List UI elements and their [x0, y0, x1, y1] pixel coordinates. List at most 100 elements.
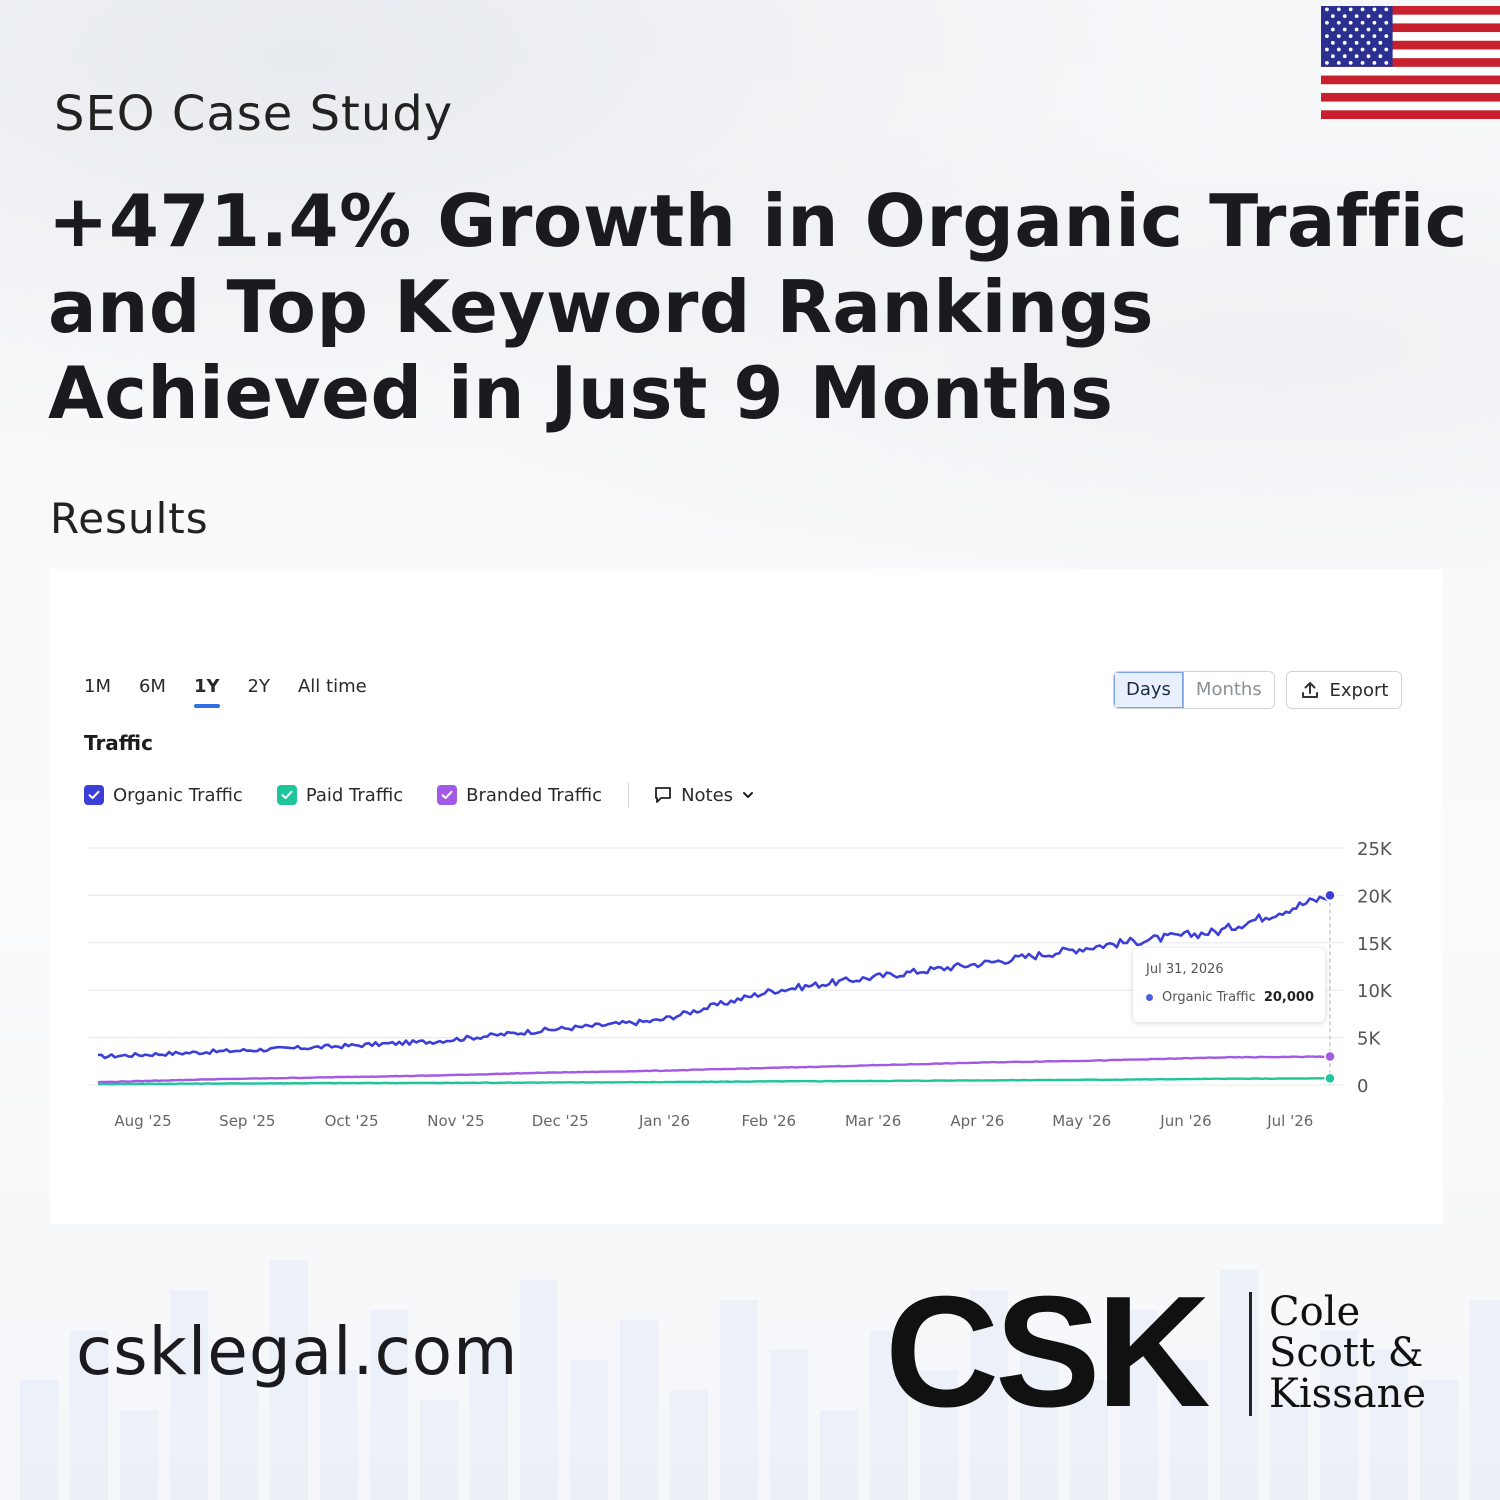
background-bar: [1320, 1330, 1358, 1500]
y-tick-label: 10K: [1357, 981, 1393, 1002]
notes-dropdown[interactable]: Notes: [653, 785, 755, 806]
background-bar: [570, 1360, 608, 1500]
chart-title: Traffic: [84, 731, 153, 755]
legend-branded-traffic[interactable]: Branded Traffic: [437, 785, 602, 806]
background-bar: [70, 1330, 108, 1500]
headline-line: +471.4% Growth in Organic Traffic: [48, 179, 1468, 263]
background-bar: [1420, 1380, 1458, 1500]
export-button[interactable]: Export: [1286, 671, 1402, 709]
background-bar: [1020, 1340, 1058, 1500]
legend-paid-traffic[interactable]: Paid Traffic: [276, 784, 404, 806]
background-decoration: [0, 1225, 1500, 1500]
headline: +471.4% Growth in Organic Traffic and To…: [48, 178, 1468, 436]
background-bar: [970, 1290, 1008, 1500]
firm-name-line: Scott &: [1269, 1330, 1424, 1376]
legend-label: Branded Traffic: [466, 784, 603, 806]
background-bar: [20, 1380, 58, 1500]
granularity-toggle: Days Months: [1113, 671, 1275, 709]
x-tick-label: Apr '26: [950, 1112, 1004, 1130]
background-bar: [1370, 1350, 1408, 1500]
series-dot: [1146, 994, 1153, 1001]
traffic-chart-card: 1M 6M 1Y 2Y All time Days Months Export …: [50, 569, 1443, 1224]
legend-label: Paid Traffic: [305, 784, 404, 806]
legend-label: Organic Traffic: [113, 784, 243, 806]
y-tick-label: 20K: [1357, 886, 1393, 907]
background-bar: [1470, 1300, 1500, 1500]
legend-organic-traffic[interactable]: Organic Traffic: [84, 785, 243, 806]
background-bar: [1270, 1400, 1308, 1500]
background-bar: [820, 1410, 858, 1500]
background-glow: [0, 0, 1500, 580]
tooltip-series: Organic Traffic: [1162, 990, 1256, 1005]
legend-divider: [628, 782, 630, 808]
notes-label: Notes: [681, 784, 734, 806]
tooltip-row: Organic Traffic 20,000: [1146, 990, 1314, 1005]
days-button[interactable]: Days: [1114, 672, 1184, 708]
background-bar: [370, 1310, 408, 1500]
export-label: Export: [1329, 679, 1389, 701]
chart-tooltip: Jul 31, 2026 Organic Traffic 20,000: [1133, 948, 1325, 1022]
x-tick-label: Nov '25: [427, 1112, 484, 1130]
background-bar: [320, 1370, 358, 1500]
background-bar: [220, 1350, 258, 1500]
tooltip-date: Jul 31, 2026: [1146, 962, 1224, 977]
y-tick-label: 15K: [1357, 934, 1393, 955]
series-line-branded-traffic: [97, 1055, 1331, 1084]
x-tick-label: May '26: [1052, 1112, 1111, 1130]
background-bar: [1170, 1360, 1208, 1500]
checkbox-checked-icon[interactable]: [276, 785, 297, 805]
months-button[interactable]: Months: [1195, 679, 1262, 700]
headline-line: and Top Keyword Rankings: [48, 265, 1154, 349]
background-bar: [470, 1340, 508, 1500]
x-tick-label: Sep '25: [219, 1112, 275, 1130]
chart-legend: Organic Traffic Paid Traffic Branded Tra…: [84, 782, 755, 808]
y-tick-label: 5K: [1357, 1029, 1381, 1050]
period-tab-1y[interactable]: 1Y: [193, 676, 220, 708]
x-tick-label: Feb '26: [742, 1112, 797, 1130]
page-subtitle: SEO Case Study: [54, 86, 454, 142]
logo-firm-name: Cole Scott & Kissane: [1269, 1292, 1426, 1415]
period-tab-1m[interactable]: 1M: [84, 676, 111, 697]
chevron-down-icon: [743, 792, 754, 798]
results-heading: Results: [50, 494, 209, 543]
comment-icon: [655, 787, 671, 803]
firm-name-line: Kissane: [1269, 1371, 1427, 1417]
x-tick-label: Jul '26: [1266, 1112, 1313, 1130]
background-bar: [770, 1350, 808, 1500]
logo-divider: [1249, 1292, 1252, 1416]
background-bar: [420, 1400, 458, 1500]
end-point-marker: [1324, 1072, 1336, 1085]
background-bar: [870, 1330, 908, 1500]
x-tick-label: Jun '26: [1159, 1112, 1211, 1130]
checkbox-checked-icon[interactable]: [437, 785, 458, 805]
background-bar: [120, 1410, 158, 1500]
headline-line: Achieved in Just 9 Months: [48, 351, 1114, 435]
background-bar: [670, 1390, 708, 1500]
x-tick-label: Jan '26: [638, 1112, 690, 1130]
logo-mark: CSK: [885, 1264, 1211, 1440]
background-bar: [270, 1260, 308, 1500]
upload-icon: [1301, 682, 1318, 698]
traffic-line-chart: 0 5K 10K 15K 20K 25K Aug '25 Sep '25 Oct '25 Nov …: [88, 839, 1393, 1130]
background-bar: [170, 1290, 208, 1500]
background-bar: [920, 1370, 958, 1500]
period-tabs: 1M 6M 1Y 2Y All time: [84, 676, 395, 708]
x-tick-label: Mar '26: [845, 1112, 901, 1130]
background-bar: [620, 1320, 658, 1500]
y-tick-label: 0: [1357, 1076, 1368, 1097]
tooltip-value: 20,000: [1263, 990, 1314, 1005]
series-line-paid-traffic: [97, 1077, 1331, 1086]
x-tick-label: Oct '25: [325, 1112, 379, 1130]
checkbox-checked-icon[interactable]: [84, 785, 104, 805]
website-link[interactable]: csklegal.com: [76, 1313, 519, 1390]
period-tab-all-time[interactable]: All time: [297, 676, 367, 697]
csk-logo: CSK Cole Scott & Kissane: [885, 1264, 1445, 1440]
background-bar: [1120, 1310, 1158, 1500]
period-tab-6m[interactable]: 6M: [138, 676, 166, 697]
period-tab-2y[interactable]: 2Y: [247, 676, 270, 697]
x-tick-label: Aug '25: [114, 1112, 171, 1130]
background-bar: [720, 1300, 758, 1500]
end-point-marker: [1324, 1050, 1336, 1063]
background-bar: [1070, 1380, 1108, 1500]
series-line-organic-traffic: [97, 894, 1332, 1060]
